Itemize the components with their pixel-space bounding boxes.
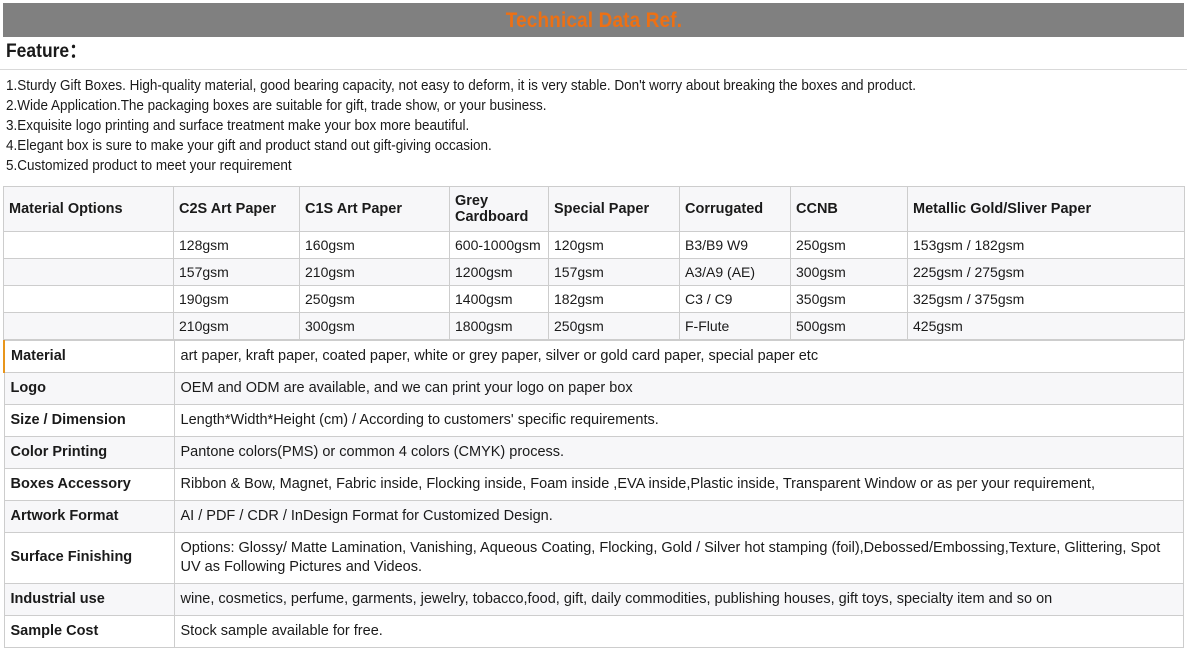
material-options-table: Material Options C2S Art Paper C1S Art P… <box>3 185 1185 340</box>
spec-value: Length*Width*Height (cm) / According to … <box>173 403 1184 437</box>
feature-line: 4.Elegant box is sure to make your gift … <box>6 137 492 154</box>
spec-row-boxes-accessory: Boxes Accessory Ribbon & Bow, Magnet, Fa… <box>3 467 1184 501</box>
cell-ccnb: 250gsm <box>790 230 908 259</box>
table-row: 157gsm 210gsm 1200gsm 157gsm A3/A9 (AE) … <box>3 257 1185 286</box>
column-header-material-options: Material Options <box>3 185 174 232</box>
cell-grey-cardboard: 1200gsm <box>449 257 549 286</box>
cell-material-options <box>3 311 174 340</box>
specification-table: Material art paper, kraft paper, coated … <box>3 339 1184 648</box>
feature-line: 2.Wide Application.The packaging boxes a… <box>6 97 547 114</box>
cell-ccnb: 350gsm <box>790 284 908 313</box>
cell-material-options <box>3 257 174 286</box>
feature-heading-row: Feature： <box>0 37 1187 70</box>
feature-line: 3.Exquisite logo printing and surface tr… <box>6 117 470 134</box>
cell-metallic: 153gsm / 182gsm <box>907 230 1185 259</box>
spec-value: wine, cosmetics, perfume, garments, jewe… <box>173 582 1184 616</box>
spec-label: Size / Dimension <box>3 403 175 437</box>
cell-material-options <box>3 284 174 313</box>
cell-grey-cardboard: 600-1000gsm <box>449 230 549 259</box>
cell-c1s: 300gsm <box>299 311 450 340</box>
cell-metallic: 425gsm <box>907 311 1185 340</box>
table-row: 190gsm 250gsm 1400gsm 182gsm C3 / C9 350… <box>3 284 1185 313</box>
spec-row-color-printing: Color Printing Pantone colors(PMS) or co… <box>3 435 1184 469</box>
cell-grey-cardboard: 1400gsm <box>449 284 549 313</box>
cell-corrugated: F-Flute <box>679 311 791 340</box>
cell-ccnb: 300gsm <box>790 257 908 286</box>
cell-c2s: 210gsm <box>173 311 300 340</box>
cell-c1s: 250gsm <box>299 284 450 313</box>
spec-value: art paper, kraft paper, coated paper, wh… <box>173 339 1184 373</box>
spec-row-material: Material art paper, kraft paper, coated … <box>3 339 1184 373</box>
spec-label: Artwork Format <box>3 499 175 533</box>
table-header-row: Material Options C2S Art Paper C1S Art P… <box>3 185 1185 232</box>
spec-label: Material <box>3 339 175 373</box>
cell-c1s: 160gsm <box>299 230 450 259</box>
feature-heading: Feature： <box>6 41 87 62</box>
spec-value: AI / PDF / CDR / InDesign Format for Cus… <box>173 499 1184 533</box>
spec-row-logo: Logo OEM and ODM are available, and we c… <box>3 371 1184 405</box>
cell-corrugated: B3/B9 W9 <box>679 230 791 259</box>
technical-data-sheet: Technical Data Ref. Feature： 1.Sturdy Gi… <box>0 3 1187 648</box>
cell-metallic: 225gsm / 275gsm <box>907 257 1185 286</box>
cell-c2s: 128gsm <box>173 230 300 259</box>
column-header-grey-cardboard: Grey Cardboard <box>449 185 549 232</box>
cell-c2s: 157gsm <box>173 257 300 286</box>
cell-corrugated: A3/A9 (AE) <box>679 257 791 286</box>
spec-row-industrial-use: Industrial use wine, cosmetics, perfume,… <box>3 582 1184 616</box>
cell-material-options <box>3 230 174 259</box>
spec-row-artwork-format: Artwork Format AI / PDF / CDR / InDesign… <box>3 499 1184 533</box>
feature-line: 1.Sturdy Gift Boxes. High-quality materi… <box>6 77 917 94</box>
column-header-c1s-art-paper: C1S Art Paper <box>299 185 450 232</box>
spec-row-size-dimension: Size / Dimension Length*Width*Height (cm… <box>3 403 1184 437</box>
cell-grey-cardboard: 1800gsm <box>449 311 549 340</box>
spec-label: Boxes Accessory <box>3 467 175 501</box>
spec-label: Logo <box>3 371 175 405</box>
column-header-c2s-art-paper: C2S Art Paper <box>173 185 300 232</box>
cell-c2s: 190gsm <box>173 284 300 313</box>
column-header-special-paper: Special Paper <box>548 185 680 232</box>
page-title: Technical Data Ref. <box>505 8 682 32</box>
table-row: 128gsm 160gsm 600-1000gsm 120gsm B3/B9 W… <box>3 230 1185 259</box>
cell-metallic: 325gsm / 375gsm <box>907 284 1185 313</box>
cell-c1s: 210gsm <box>299 257 450 286</box>
spec-value: Pantone colors(PMS) or common 4 colors (… <box>173 435 1184 469</box>
column-header-corrugated: Corrugated <box>679 185 791 232</box>
spec-label: Industrial use <box>3 582 175 616</box>
cell-special-paper: 120gsm <box>548 230 680 259</box>
spec-label: Color Printing <box>3 435 175 469</box>
spec-value: Options: Glossy/ Matte Lamination, Vanis… <box>173 531 1184 584</box>
spec-row-surface-finishing: Surface Finishing Options: Glossy/ Matte… <box>3 531 1184 584</box>
spec-value: Ribbon & Bow, Magnet, Fabric inside, Flo… <box>173 467 1184 501</box>
spec-row-sample-cost: Sample Cost Stock sample available for f… <box>3 614 1184 648</box>
spec-label: Sample Cost <box>3 614 175 648</box>
table-row: 210gsm 300gsm 1800gsm 250gsm F-Flute 500… <box>3 311 1185 340</box>
cell-corrugated: C3 / C9 <box>679 284 791 313</box>
feature-line: 5.Customized product to meet your requir… <box>6 157 292 174</box>
spec-value: Stock sample available for free. <box>173 614 1184 648</box>
cell-special-paper: 182gsm <box>548 284 680 313</box>
spec-label: Surface Finishing <box>3 531 175 584</box>
column-header-metallic-paper: Metallic Gold/Sliver Paper <box>907 185 1185 232</box>
cell-special-paper: 250gsm <box>548 311 680 340</box>
spec-value: OEM and ODM are available, and we can pr… <box>173 371 1184 405</box>
cell-special-paper: 157gsm <box>548 257 680 286</box>
title-bar: Technical Data Ref. <box>3 3 1184 37</box>
column-header-ccnb: CCNB <box>790 185 908 232</box>
cell-ccnb: 500gsm <box>790 311 908 340</box>
feature-list: 1.Sturdy Gift Boxes. High-quality materi… <box>0 70 1187 180</box>
